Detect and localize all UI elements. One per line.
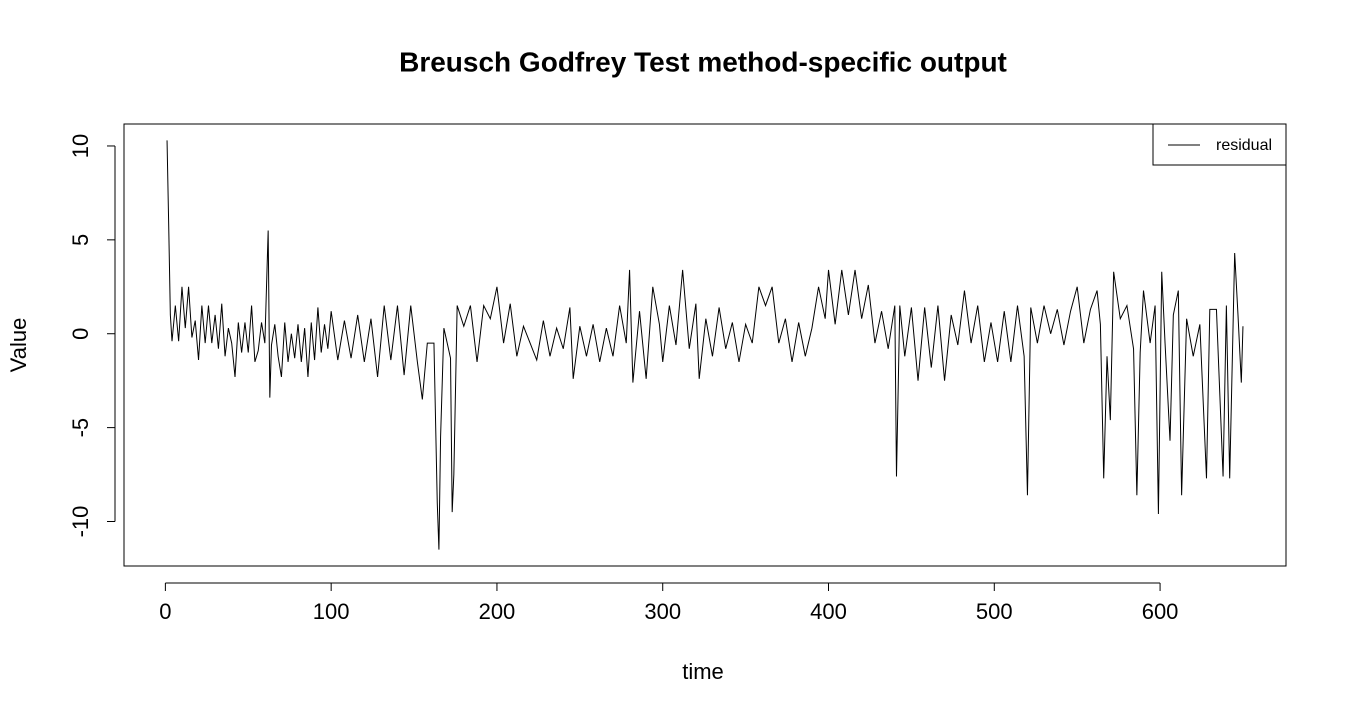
y-tick-label: -10 — [68, 506, 93, 538]
x-tick-label: 200 — [479, 599, 516, 624]
plot-frame — [123, 123, 1287, 567]
x-tick-label: 300 — [644, 599, 681, 624]
series-line — [166, 140, 1244, 550]
x-tick-label: 400 — [810, 599, 847, 624]
legend-label: residual — [1216, 137, 1272, 154]
y-tick-label: -5 — [68, 418, 93, 438]
x-tick-label: 0 — [159, 599, 171, 624]
x-tick-label: 100 — [313, 599, 350, 624]
y-axis-label: Value — [6, 318, 31, 373]
chart-title: Breusch Godfrey Test method-specific out… — [399, 46, 1007, 77]
x-tick-label: 600 — [1142, 599, 1179, 624]
y-tick-label: 5 — [68, 234, 93, 246]
x-axis-label: time — [682, 659, 724, 684]
y-tick-label: 10 — [68, 134, 93, 158]
y-tick-label: 0 — [68, 328, 93, 340]
x-tick-label: 500 — [976, 599, 1013, 624]
